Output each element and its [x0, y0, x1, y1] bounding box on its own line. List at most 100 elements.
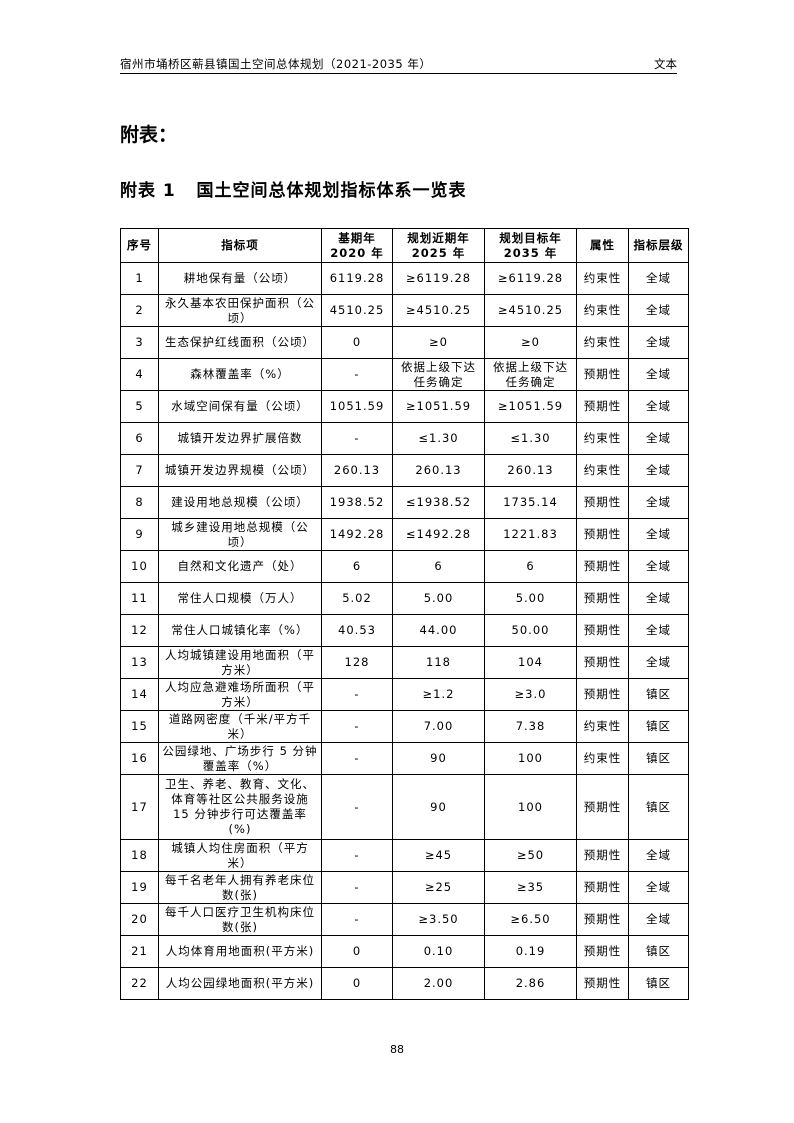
cell-level: 全域	[628, 326, 689, 359]
cell-target-2025: 260.13	[392, 454, 485, 487]
cell-target-2025: ≥25	[392, 871, 485, 904]
cell-level: 全域	[628, 871, 689, 904]
cell-target-2025: 2.00	[392, 967, 485, 1000]
header-col-target-2025: 规划近期年 2025 年	[392, 228, 485, 263]
cell-level: 镇区	[628, 678, 689, 711]
cell-target-2025: 7.00	[392, 710, 485, 743]
cell-indicator: 永久基本农田保护面积（公顷）	[158, 294, 322, 327]
table-row: 9 城乡建设用地总规模（公顷） 1492.28 ≤1492.28 1221.83 预期性全…	[120, 518, 689, 551]
cell-attribute: 预期性	[576, 646, 629, 679]
cell-index: 5	[120, 390, 159, 423]
cell-baseline-2020: 5.02	[321, 582, 393, 615]
cell-indicator: 每千人口医疗卫生机构床位数(张)	[158, 903, 322, 936]
cell-target-2035: ≥0	[484, 326, 577, 359]
cell-index: 17	[120, 774, 159, 840]
cell-target-2025: ≥0	[392, 326, 485, 359]
cell-level: 全域	[628, 422, 689, 455]
cell-index: 20	[120, 903, 159, 936]
running-header: 宿州市埇桥区蕲县镇国土空间总体规划（2021-2035 年） 文本	[120, 56, 677, 74]
cell-indicator: 城镇开发边界扩展倍数	[158, 422, 322, 455]
cell-target-2035: 5.00	[484, 582, 577, 615]
cell-index: 2	[120, 294, 159, 327]
cell-index: 4	[120, 358, 159, 391]
cell-index: 10	[120, 550, 159, 583]
cell-level: 全域	[628, 262, 689, 295]
cell-attribute: 约束性	[576, 742, 629, 775]
cell-indicator: 森林覆盖率（%）	[158, 358, 322, 391]
cell-level: 镇区	[628, 710, 689, 743]
cell-attribute: 约束性	[576, 454, 629, 487]
cell-baseline-2020: 0	[321, 967, 393, 1000]
cell-baseline-2020: -	[321, 871, 393, 904]
appendix-heading: 附表：	[120, 124, 178, 146]
cell-level: 全域	[628, 358, 689, 391]
cell-baseline-2020: 4510.25	[321, 294, 393, 327]
cell-target-2035: 260.13	[484, 454, 577, 487]
cell-target-2035: 100	[484, 774, 577, 840]
cell-level: 镇区	[628, 967, 689, 1000]
cell-target-2025: ≥1.2	[392, 678, 485, 711]
table-row: 7 城镇开发边界规模（公顷） 260.13 260.13 260.13 约束性 全域	[120, 454, 689, 487]
cell-attribute: 预期性	[576, 390, 629, 423]
cell-target-2025: ≥6119.28	[392, 262, 485, 295]
cell-attribute: 预期性	[576, 550, 629, 583]
table-header-row: 序号 指标项 基期年 2020 年规划近期年 2025 年规划目标年 2035 年属…	[120, 228, 689, 263]
cell-level: 全域	[628, 518, 689, 551]
cell-baseline-2020: 6119.28	[321, 262, 393, 295]
cell-index: 21	[120, 935, 159, 968]
cell-baseline-2020: 0	[321, 326, 393, 359]
cell-indicator: 城镇开发边界规模（公顷）	[158, 454, 322, 487]
cell-attribute: 预期性	[576, 967, 629, 1000]
header-col-level: 指标层级	[628, 228, 689, 263]
cell-attribute: 约束性	[576, 326, 629, 359]
cell-level: 全域	[628, 903, 689, 936]
cell-target-2025: ≥3.50	[392, 903, 485, 936]
cell-target-2025: ≤1492.28	[392, 518, 485, 551]
cell-target-2025: 44.00	[392, 614, 485, 647]
table-row: 2 永久基本农田保护面积（公顷） 4510.25 ≥4510.25 ≥4510.25 约束…	[120, 294, 689, 327]
cell-attribute: 预期性	[576, 614, 629, 647]
cell-level: 镇区	[628, 774, 689, 840]
cell-index: 14	[120, 678, 159, 711]
table-row: 5 水域空间保有量（公顷） 1051.59 ≥1051.59 ≥1051.59 预期性 全域	[120, 390, 689, 423]
cell-baseline-2020: 128	[321, 646, 393, 679]
cell-level: 全域	[628, 582, 689, 615]
cell-target-2035: ≤1.30	[484, 422, 577, 455]
cell-baseline-2020: -	[321, 422, 393, 455]
table-row: 12 常住人口城镇化率（%） 40.53 44.00 50.00 预期性 全域	[120, 614, 689, 647]
cell-attribute: 预期性	[576, 774, 629, 840]
cell-indicator: 自然和文化遗产（处）	[158, 550, 322, 583]
cell-indicator: 道路网密度（千米/平方千米）	[158, 710, 322, 743]
cell-target-2025: 5.00	[392, 582, 485, 615]
cell-indicator: 每千名老年人拥有养老床位数(张)	[158, 871, 322, 904]
cell-index: 16	[120, 742, 159, 775]
cell-level: 全域	[628, 486, 689, 519]
indicator-table: 序号 指标项 基期年 2020 年规划近期年 2025 年规划目标年 2035 年属…	[120, 228, 689, 1000]
cell-level: 全域	[628, 550, 689, 583]
cell-baseline-2020: -	[321, 742, 393, 775]
cell-indicator: 生态保护红线面积（公顷）	[158, 326, 322, 359]
cell-target-2025: 依据上级下达任务确定	[392, 358, 485, 391]
cell-indicator: 水域空间保有量（公顷）	[158, 390, 322, 423]
cell-level: 全域	[628, 614, 689, 647]
cell-target-2025: ≤1938.52	[392, 486, 485, 519]
cell-target-2035: 1735.14	[484, 486, 577, 519]
cell-target-2035: 7.38	[484, 710, 577, 743]
cell-baseline-2020: 40.53	[321, 614, 393, 647]
cell-index: 12	[120, 614, 159, 647]
header-col-target-2035: 规划目标年 2035 年	[484, 228, 577, 263]
cell-baseline-2020: 0	[321, 935, 393, 968]
cell-indicator: 卫生、养老、教育、文化、体育等社区公共服务设施 15 分钟步行可达覆盖率(%)	[158, 774, 322, 840]
cell-level: 全域	[628, 646, 689, 679]
header-col-index: 序号	[120, 228, 159, 263]
cell-indicator: 耕地保有量（公顷）	[158, 262, 322, 295]
cell-index: 8	[120, 486, 159, 519]
table-row: 20 每千人口医疗卫生机构床位数(张) - ≥3.50 ≥6.50 预期性 全域	[120, 903, 689, 936]
cell-attribute: 约束性	[576, 710, 629, 743]
cell-attribute: 预期性	[576, 839, 629, 872]
cell-index: 18	[120, 839, 159, 872]
cell-attribute: 预期性	[576, 518, 629, 551]
cell-baseline-2020: 1492.28	[321, 518, 393, 551]
table-row: 15 道路网密度（千米/平方千米） -7.00 7.38 约束性 镇区	[120, 710, 689, 743]
cell-level: 全域	[628, 839, 689, 872]
